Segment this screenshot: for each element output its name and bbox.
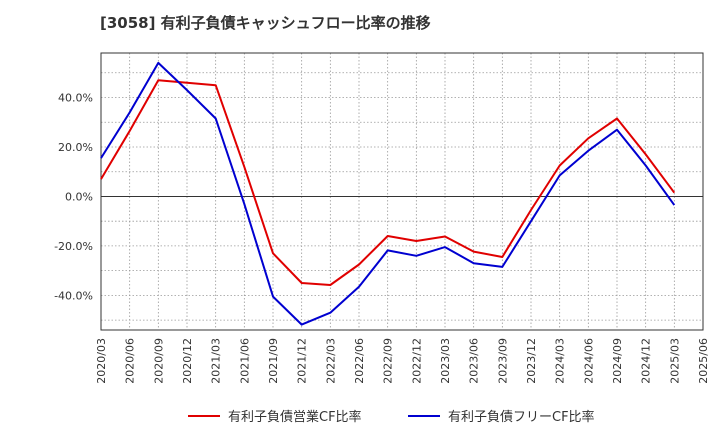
y-tick-label: -20.0% [54, 240, 93, 253]
x-tick-label: 2020/12 [181, 338, 194, 384]
plot-background [101, 53, 703, 330]
y-tick-label: -40.0% [54, 289, 93, 302]
x-tick-label: 2022/09 [382, 338, 395, 384]
x-tick-label: 2021/09 [267, 338, 280, 384]
axes: -40.0% -20.0% 0.0% 20.0% 40.0% 2020/03 2020/06… [54, 52, 710, 384]
plot-area [101, 53, 703, 330]
x-tick-label: 2022/03 [324, 338, 337, 384]
legend-label-2: 有利子負債フリーCF比率 [448, 409, 595, 425]
legend-label-1: 有利子負債営業CF比率 [228, 409, 362, 425]
y-tick-label: 40.0% [58, 92, 93, 105]
x-tick-label: 2024/06 [582, 338, 595, 384]
x-tick-label: 2022/12 [410, 338, 423, 384]
x-tick-label: 2021/03 [210, 338, 223, 384]
x-tick-label: 2020/09 [152, 338, 165, 384]
x-tick-label: 2020/06 [124, 338, 137, 384]
x-tick-label: 2023/12 [525, 338, 538, 384]
x-tick-label: 2023/03 [439, 338, 452, 384]
series-line-2 [100, 61, 676, 326]
x-tick-label: 2025/03 [668, 338, 681, 384]
x-tick-label: 2023/06 [468, 338, 481, 384]
x-tick-label: 2023/09 [496, 338, 509, 384]
x-tick-label: 2021/06 [238, 338, 251, 384]
x-tick-label: 2024/12 [640, 338, 653, 384]
x-tick-label: 2024/03 [554, 338, 567, 384]
legend: 有利子負債営業CF比率 有利子負債フリーCF比率 [188, 409, 595, 425]
x-tick-label: 2021/12 [296, 338, 309, 384]
x-tick-label: 2020/03 [95, 338, 108, 384]
series-line-1 [100, 79, 676, 286]
y-tick-label: 0.0% [65, 190, 93, 203]
gridlines [100, 53, 704, 330]
plot-frame [100, 52, 704, 331]
x-tick-label: 2022/06 [353, 338, 366, 384]
x-tick-label: 2025/06 [697, 338, 710, 384]
y-tick-label: 20.0% [58, 141, 93, 154]
series-lines [100, 61, 676, 326]
chart-title: [3058] 有利子負債キャッシュフロー比率の推移 [100, 14, 431, 32]
x-tick-label: 2024/09 [611, 338, 624, 384]
